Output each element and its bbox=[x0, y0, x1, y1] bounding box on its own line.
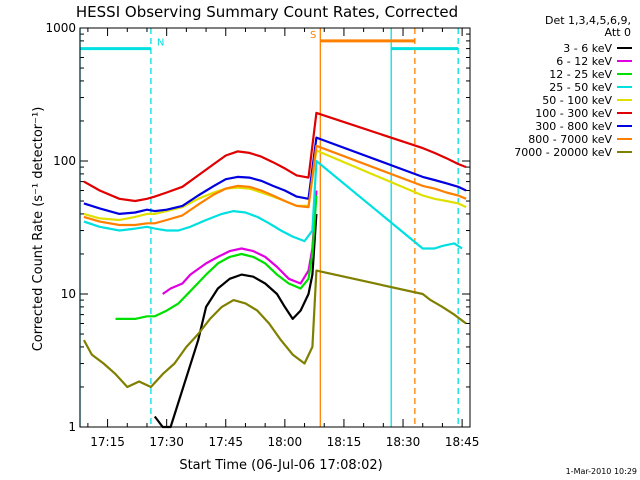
series-line bbox=[115, 195, 318, 320]
x-tick-label: 17:45 bbox=[208, 435, 243, 449]
series-line bbox=[83, 111, 467, 203]
x-tick-label: 17:30 bbox=[149, 435, 184, 449]
legend-entry-label: 50 - 100 keV bbox=[542, 94, 612, 107]
x-axis-label: Start Time (06-Jul-06 17:08:02) bbox=[179, 458, 382, 473]
y-axis-label: Corrected Count Rate (s⁻¹ detector⁻¹) bbox=[31, 107, 46, 352]
mode-bar-label: N bbox=[157, 38, 164, 49]
mode-bar-label: S bbox=[310, 30, 316, 41]
legend-entry-label: 12 - 25 keV bbox=[549, 68, 612, 81]
footer-timestamp: 1-Mar-2010 10:29 bbox=[566, 467, 637, 476]
series-line bbox=[83, 149, 467, 222]
y-tick-label: 1 bbox=[68, 420, 76, 434]
plot-frame bbox=[79, 27, 471, 428]
legend-entry-label: 6 - 12 keV bbox=[556, 55, 612, 68]
x-tick-label: 18:15 bbox=[327, 435, 362, 449]
legend-entry-label: 800 - 7000 keV bbox=[528, 133, 612, 146]
chart-title: HESSI Observing Summary Count Rates, Cor… bbox=[76, 3, 458, 21]
series-line bbox=[83, 136, 467, 215]
series-line bbox=[83, 144, 467, 227]
legend-entry-label: 25 - 50 keV bbox=[549, 81, 612, 94]
legend-entry-label: 100 - 300 keV bbox=[535, 107, 612, 120]
series-line bbox=[83, 159, 463, 250]
legend-entry-label: 300 - 800 keV bbox=[535, 120, 612, 133]
plot-area: 1 10 100 1000 17:15 17:30 17:45 18:00 18:15 18:30… bbox=[45, 21, 479, 449]
x-tick-label: 18:00 bbox=[268, 435, 303, 449]
legend-title-line-2: Att 0 bbox=[605, 26, 631, 39]
legend-entry-label: 3 - 6 keV bbox=[563, 42, 612, 55]
series-line bbox=[162, 190, 318, 295]
legend-entry-label: 7000 - 20000 keV bbox=[514, 146, 612, 159]
series-line bbox=[153, 213, 318, 429]
x-tick-label: 17:15 bbox=[90, 435, 125, 449]
y-tick-label: 10 bbox=[61, 287, 76, 301]
series-line bbox=[82, 269, 467, 389]
legend-title-line-1: Det 1,3,4,5,6,9, bbox=[545, 14, 631, 27]
x-tick-label: 18:30 bbox=[386, 435, 421, 449]
y-tick-label: 1000 bbox=[45, 21, 76, 35]
x-tick-label: 18:45 bbox=[445, 435, 480, 449]
y-tick-label: 100 bbox=[53, 154, 76, 168]
